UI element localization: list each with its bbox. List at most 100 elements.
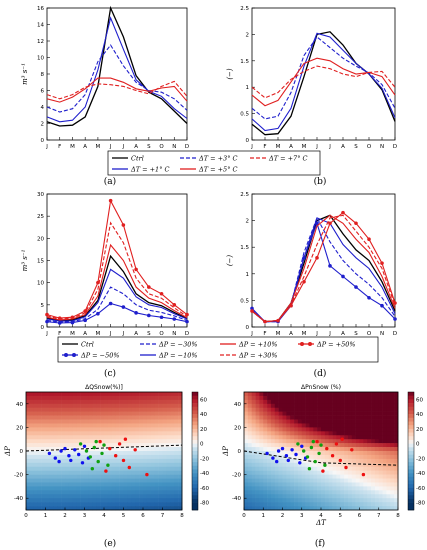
heat-cell: [131, 419, 136, 424]
heat-cell: [282, 506, 287, 511]
colorbar-segment: [192, 502, 198, 507]
heat-cell: [386, 502, 391, 507]
heat-cell: [45, 454, 50, 460]
heat-cell: [244, 474, 249, 479]
heat-cell: [324, 482, 329, 487]
heat-cell: [355, 451, 360, 456]
heat-cell: [328, 435, 333, 440]
heat-cell: [135, 462, 140, 468]
heat-cell: [386, 478, 391, 483]
heat-cell: [53, 395, 58, 401]
heat-cell: [255, 470, 260, 475]
scatter-point: [133, 448, 137, 452]
heat-cell: [321, 454, 326, 460]
heat-cell: [162, 502, 167, 507]
heat-cell: [347, 466, 353, 471]
heat-cell: [72, 423, 77, 428]
colorbar-segment: [408, 458, 414, 463]
heat-cell: [351, 423, 356, 428]
heat-cell: [119, 486, 124, 491]
heat-cell: [328, 466, 333, 471]
heat-cell: [162, 474, 167, 479]
heat-cell: [131, 431, 136, 436]
heat-cell: [72, 462, 77, 468]
heat-cell: [359, 443, 364, 448]
heat-cell: [139, 431, 144, 436]
heat-cell: [65, 423, 70, 428]
colorbar-segment: [192, 414, 198, 419]
heat-cell: [80, 470, 85, 475]
heat-cell: [251, 435, 256, 440]
heat-cell: [301, 462, 306, 468]
heat-cell: [26, 451, 31, 456]
heat-cell: [386, 435, 391, 440]
heat-cell: [127, 431, 132, 436]
heat-cell: [65, 407, 70, 412]
heat-cell: [367, 435, 372, 440]
heat-cell: [154, 470, 159, 475]
heat-cell: [45, 419, 50, 424]
heat-cell: [278, 399, 283, 405]
heat-cell: [49, 392, 54, 397]
heat-cell: [367, 494, 372, 499]
heat-cell: [344, 458, 349, 464]
heat-cell: [294, 502, 299, 507]
heat-cell: [317, 431, 322, 436]
heat-cell: [351, 454, 356, 460]
heat-cell: [53, 403, 58, 409]
caption-e: (e): [104, 538, 116, 549]
heat-cell: [68, 462, 74, 468]
heat-cell: [371, 447, 376, 452]
heat-cell: [131, 399, 136, 405]
heat-cell: [96, 502, 101, 507]
heat-cell: [92, 439, 97, 444]
series-point: [108, 198, 113, 203]
heat-cell: [282, 502, 287, 507]
heat-cell: [359, 415, 364, 420]
heat-cell: [150, 454, 155, 460]
heat-cell: [263, 395, 268, 401]
heat-cell: [294, 395, 299, 401]
heat-cell: [267, 466, 272, 471]
heat-cell: [355, 407, 360, 412]
heat-cell: [127, 443, 132, 448]
heat-cell: [344, 395, 349, 401]
heat-cell: [297, 454, 303, 460]
heat-cell: [259, 451, 264, 456]
xtick-label: A: [134, 331, 138, 337]
heat-cell: [367, 399, 372, 405]
heat-cell: [301, 395, 306, 401]
heat-cell: [119, 447, 124, 452]
heat-cell: [41, 498, 46, 503]
heat-cell: [162, 490, 167, 495]
heat-cell: [72, 427, 77, 432]
colorbar-tick-label: 20: [200, 427, 207, 433]
heat-cell: [104, 506, 109, 511]
heat-cell: [363, 506, 368, 511]
heat-cell: [143, 419, 148, 424]
heat-cell: [371, 490, 376, 495]
heat-cell: [274, 502, 279, 507]
heat-cell: [351, 490, 356, 495]
heat-cell: [259, 399, 264, 405]
heat-cell: [166, 458, 171, 464]
heat-cell: [123, 435, 128, 440]
heat-cell: [321, 498, 326, 503]
heat-cell: [336, 474, 341, 479]
series-line-6: [46, 198, 188, 319]
heat-cell: [29, 470, 35, 475]
heat-cell: [317, 395, 322, 401]
heat-cell: [340, 419, 345, 424]
heat-cell: [371, 498, 376, 503]
heat-cell: [371, 427, 376, 432]
heat-cell: [131, 447, 136, 452]
heat-cell: [351, 407, 356, 412]
heat-cell: [301, 399, 306, 405]
heat-cell: [294, 486, 299, 491]
heat-cell: [107, 403, 113, 409]
heat-cell: [355, 423, 360, 428]
heat-cell: [150, 395, 155, 401]
colorbar-frame: [191, 391, 199, 511]
heat-cell: [80, 451, 85, 456]
heat-cell: [107, 427, 113, 432]
